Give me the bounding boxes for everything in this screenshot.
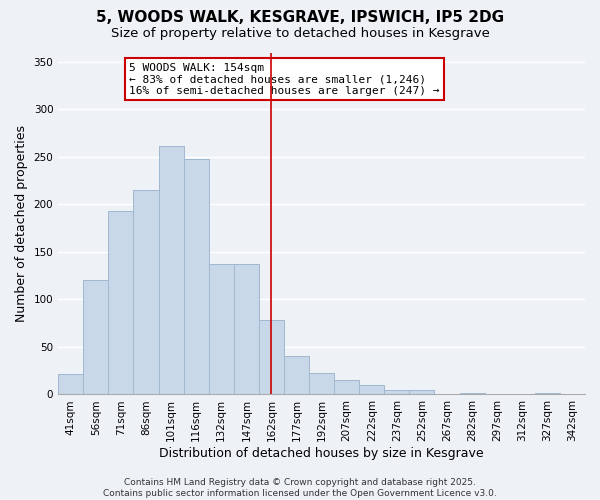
Text: Contains HM Land Registry data © Crown copyright and database right 2025.
Contai: Contains HM Land Registry data © Crown c… xyxy=(103,478,497,498)
Bar xyxy=(259,320,284,394)
Bar xyxy=(133,190,158,394)
Bar xyxy=(359,385,385,394)
Bar xyxy=(409,390,434,394)
Bar xyxy=(385,390,409,394)
Bar xyxy=(535,392,560,394)
Text: Size of property relative to detached houses in Kesgrave: Size of property relative to detached ho… xyxy=(110,28,490,40)
Bar xyxy=(284,356,309,395)
Bar xyxy=(58,374,83,394)
Bar xyxy=(334,380,359,394)
Bar xyxy=(158,146,184,394)
Bar xyxy=(234,264,259,394)
Bar xyxy=(309,372,334,394)
X-axis label: Distribution of detached houses by size in Kesgrave: Distribution of detached houses by size … xyxy=(159,447,484,460)
Bar xyxy=(109,211,133,394)
Bar xyxy=(209,264,234,394)
Bar xyxy=(460,392,485,394)
Bar xyxy=(184,159,209,394)
Y-axis label: Number of detached properties: Number of detached properties xyxy=(15,125,28,322)
Text: 5, WOODS WALK, KESGRAVE, IPSWICH, IP5 2DG: 5, WOODS WALK, KESGRAVE, IPSWICH, IP5 2D… xyxy=(96,10,504,25)
Text: 5 WOODS WALK: 154sqm
← 83% of detached houses are smaller (1,246)
16% of semi-de: 5 WOODS WALK: 154sqm ← 83% of detached h… xyxy=(130,63,440,96)
Bar xyxy=(83,280,109,394)
